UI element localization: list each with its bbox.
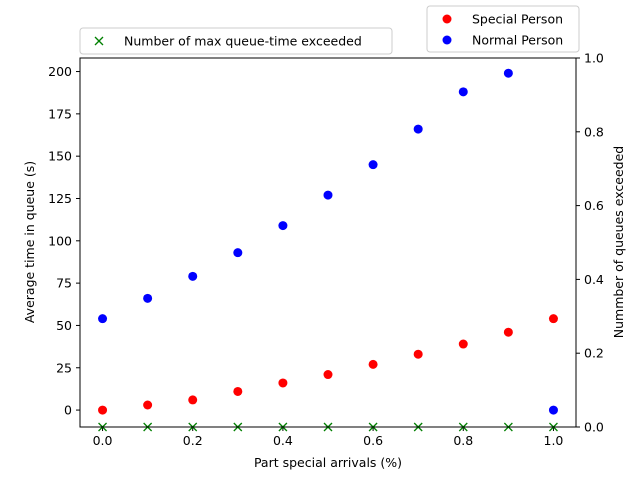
legend-marker-normal bbox=[442, 35, 452, 45]
data-point-normal bbox=[188, 271, 198, 281]
data-point-special bbox=[233, 386, 243, 396]
data-point-normal bbox=[143, 293, 153, 303]
data-point-special bbox=[323, 370, 333, 380]
x-tick-label: 0.4 bbox=[273, 433, 293, 448]
data-point-normal bbox=[503, 68, 513, 78]
y-left-tick-label: 200 bbox=[48, 64, 72, 79]
data-point-normal bbox=[98, 314, 108, 324]
y-left-tick-label: 75 bbox=[56, 276, 72, 291]
plot-frame bbox=[79, 57, 577, 428]
data-point-normal bbox=[413, 124, 423, 134]
data-point-normal bbox=[233, 248, 243, 258]
y-left-tick-label: 0 bbox=[64, 403, 72, 418]
y-left-tick-label: 150 bbox=[48, 149, 72, 164]
x-tick-label: 0.6 bbox=[363, 433, 383, 448]
data-point-special bbox=[188, 395, 198, 405]
legend-box bbox=[79, 27, 393, 55]
legend-right-axis: Number of max queue-time exceeded bbox=[79, 27, 393, 55]
y-left-tick-label: 125 bbox=[48, 191, 72, 206]
y-axis-label-right: Nummber of queues exceeded bbox=[611, 146, 626, 339]
y-left-tick-label: 175 bbox=[48, 106, 72, 121]
legend-label-special: Special Person bbox=[472, 12, 563, 27]
data-point-normal bbox=[323, 190, 333, 200]
y-right-tick-label: 0.6 bbox=[584, 198, 604, 213]
data-point-special bbox=[368, 359, 378, 369]
data-point-normal bbox=[278, 221, 288, 231]
data-point-special bbox=[413, 349, 423, 359]
y-right-tick-label: 0.0 bbox=[584, 420, 604, 435]
x-tick-label: 1.0 bbox=[544, 433, 564, 448]
data-point-normal bbox=[548, 405, 558, 415]
y-right-tick-label: 0.2 bbox=[584, 346, 604, 361]
x-tick-label: 0.8 bbox=[453, 433, 473, 448]
y-right-tick-label: 1.0 bbox=[584, 51, 604, 66]
data-point-normal bbox=[368, 160, 378, 170]
legend-marker-special bbox=[442, 14, 452, 24]
data-point-normal bbox=[458, 87, 468, 97]
data-point-special bbox=[98, 405, 108, 415]
data-point-special bbox=[143, 400, 153, 410]
data-point-special bbox=[503, 327, 513, 337]
legend-label-normal: Normal Person bbox=[472, 33, 563, 48]
data-point-special bbox=[548, 314, 558, 324]
legend-left-axis: Special Person Normal Person bbox=[426, 5, 580, 53]
ticks-layer: 0.0 0.2 0.4 0.6 0.8 1.0 0 25 50 75 100 125 150 175 200… bbox=[48, 51, 604, 449]
x-tick-label: 0.0 bbox=[93, 433, 113, 448]
y-right-tick-label: 0.8 bbox=[584, 124, 604, 139]
y-axis-label-left: Average time in queue (s) bbox=[22, 161, 37, 323]
x-tick-label: 0.2 bbox=[183, 433, 203, 448]
data-point-special bbox=[458, 339, 468, 349]
y-right-tick-label: 0.4 bbox=[584, 272, 604, 287]
legend-label-exceeded: Number of max queue-time exceeded bbox=[124, 34, 362, 49]
legend-box bbox=[426, 5, 580, 53]
y-left-tick-label: 50 bbox=[56, 318, 72, 333]
y-left-tick-label: 25 bbox=[56, 360, 72, 375]
y-left-tick-label: 100 bbox=[48, 233, 72, 248]
legend-marker-x bbox=[94, 36, 104, 46]
data-point-special bbox=[278, 378, 288, 388]
x-axis-label: Part special arrivals (%) bbox=[254, 455, 402, 470]
